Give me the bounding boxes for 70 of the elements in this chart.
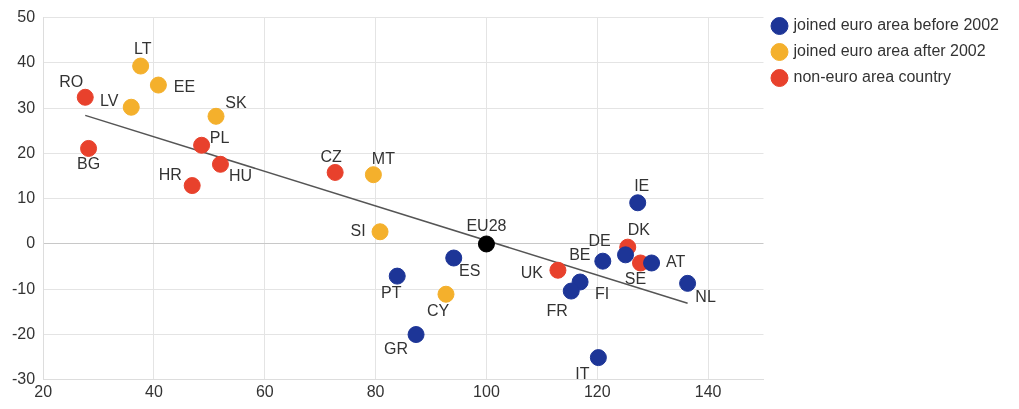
annotation: HU <box>228 166 252 184</box>
y-tick-label: -20 <box>12 324 36 342</box>
annotation: IE <box>634 177 650 195</box>
annotation: EE <box>173 78 196 96</box>
point <box>679 274 697 292</box>
annotation: RO <box>59 72 84 90</box>
x-tick-label: 100 <box>473 382 500 400</box>
annotation: GR <box>384 339 409 357</box>
y-tick-label: -30 <box>12 370 36 388</box>
annotation: CZ <box>320 147 343 165</box>
point <box>643 254 661 272</box>
annotation: AT <box>665 253 686 271</box>
legend-label: joined euro area before 2002 <box>792 16 1000 34</box>
legend-label: joined euro area after 2002 <box>792 42 986 60</box>
y-tick-label: 10 <box>17 189 36 207</box>
x-tick-label: 60 <box>255 382 274 400</box>
point <box>183 177 201 195</box>
annotation: FI <box>594 285 610 303</box>
annotation: BG <box>77 154 101 172</box>
point <box>388 267 406 285</box>
point <box>589 349 607 367</box>
point <box>326 163 344 181</box>
annotation: UK <box>520 263 544 281</box>
annotation: ES <box>459 262 481 280</box>
annotation: SK <box>225 93 248 111</box>
point <box>617 246 635 264</box>
x-tick-label: 40 <box>145 382 163 400</box>
point <box>407 326 425 344</box>
annotation: SE <box>624 270 647 288</box>
point <box>477 235 495 253</box>
annotation: SI <box>350 222 366 240</box>
point <box>549 261 567 279</box>
point <box>149 76 167 94</box>
y-tick-label: 50 <box>17 8 36 26</box>
annotation: DK <box>627 220 651 238</box>
annotation: PL <box>209 128 230 146</box>
point <box>371 223 389 241</box>
annotation: LT <box>133 40 152 58</box>
point <box>364 166 382 184</box>
annotation: PT <box>380 283 402 301</box>
point <box>629 194 647 212</box>
point <box>207 107 225 125</box>
point <box>437 285 455 303</box>
annotation: BE <box>569 245 591 263</box>
point <box>193 136 211 154</box>
annotation: LV <box>100 91 119 109</box>
annotation: CY <box>426 301 450 319</box>
y-tick-label: -10 <box>12 279 36 297</box>
point <box>211 155 229 173</box>
point <box>80 139 98 157</box>
x-tick-label: 20 <box>34 382 53 400</box>
annotation: NL <box>695 287 716 305</box>
y-tick-label: 40 <box>17 53 36 71</box>
point <box>594 252 612 270</box>
y-tick-label: 20 <box>17 143 36 161</box>
annotation: EU28 <box>466 217 507 235</box>
point <box>132 57 150 75</box>
point <box>562 282 580 300</box>
point <box>76 88 94 106</box>
annotation: IT <box>575 365 590 383</box>
x-tick-label: 120 <box>583 382 611 400</box>
y-tick-label: 0 <box>26 234 36 252</box>
annotation: FR <box>546 302 568 320</box>
point <box>122 98 140 116</box>
x-tick-label: 80 <box>366 382 385 400</box>
legend-label: non-euro area country <box>793 68 951 86</box>
y-tick-label: 30 <box>17 98 36 116</box>
annotation: HR <box>158 165 182 183</box>
annotation: MT <box>371 150 396 168</box>
x-tick-label: 140 <box>694 382 722 400</box>
